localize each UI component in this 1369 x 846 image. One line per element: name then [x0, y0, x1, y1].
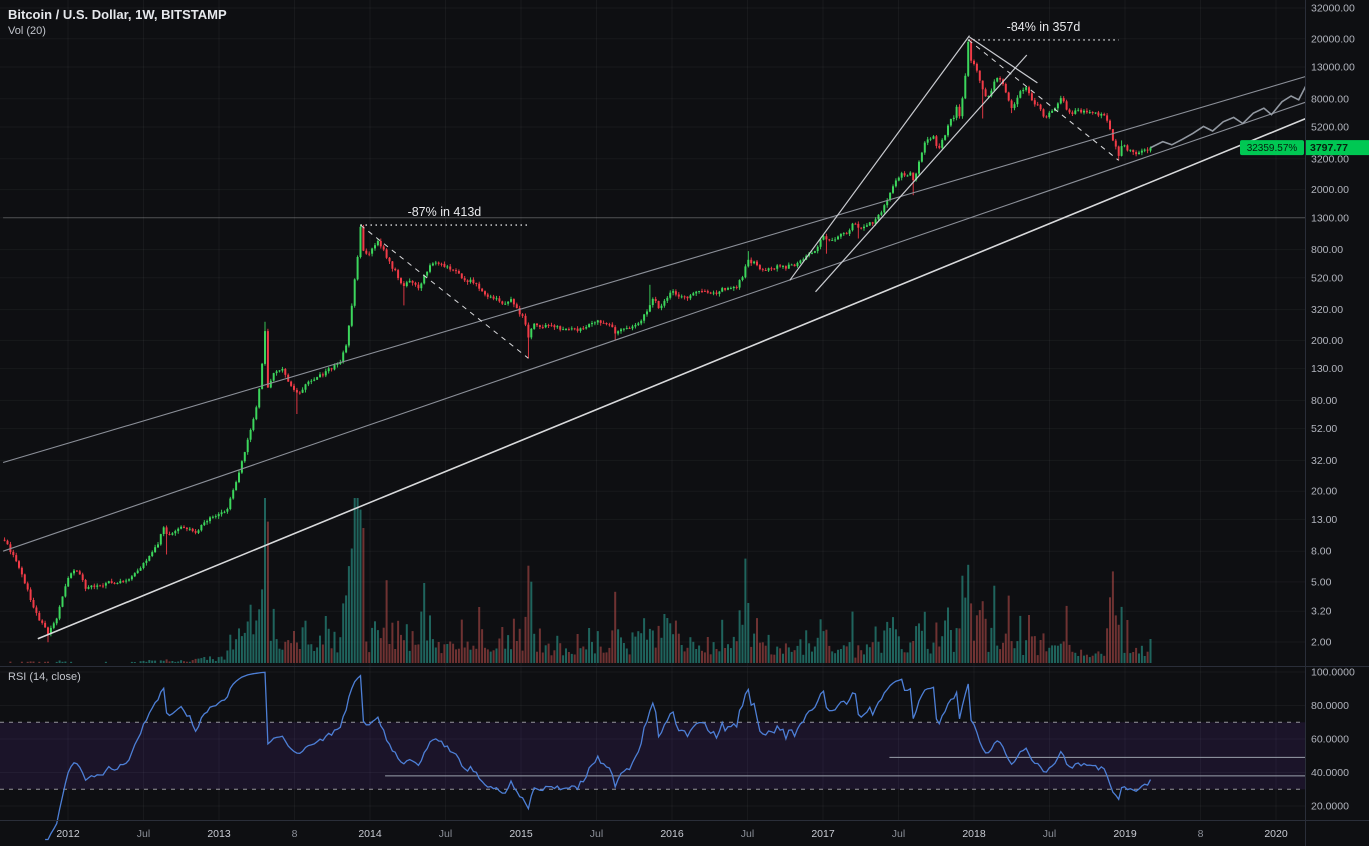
percent-badge	[1240, 140, 1304, 156]
price-tick-label: 32.00	[1311, 455, 1337, 467]
time-tick-label: 2016	[660, 828, 684, 840]
price-tick-label: 13.00	[1311, 514, 1337, 526]
price-tick-label: 520.00	[1311, 272, 1343, 284]
price-tick-label: 1300.00	[1311, 212, 1349, 224]
price-tick-label: 13000.00	[1311, 62, 1355, 74]
rsi-tick-label: 100.0000	[1311, 667, 1355, 679]
rsi-line	[45, 671, 1152, 841]
price-tick-label: 5200.00	[1311, 122, 1349, 134]
price-tick-label: 800.00	[1311, 244, 1343, 256]
parabolic-support-2	[815, 54, 1028, 293]
price-tick-label: 3.20	[1311, 606, 1332, 618]
price-tick-label: 2.00	[1311, 637, 1332, 649]
rsi-indicator-label[interactable]: RSI (14, close)	[8, 671, 81, 683]
time-tick-label: Jul	[1043, 828, 1056, 840]
price-tick-label: 8000.00	[1311, 93, 1349, 105]
annotations: -87% in 413d -84% in 357d	[360, 20, 1120, 359]
channel-lower-white	[37, 117, 1305, 640]
rsi-tick-label: 40.0000	[1311, 767, 1349, 779]
price-tick-label: 5.00	[1311, 576, 1332, 588]
time-tick-label: Jul	[590, 828, 603, 840]
drawdown-label: -84% in 357d	[1007, 20, 1081, 34]
grid	[0, 0, 1305, 820]
time-tick-label: 2019	[1113, 828, 1137, 840]
price-tick-label: 200.00	[1311, 335, 1343, 347]
time-tick-label: 2017	[811, 828, 835, 840]
time-tick-label: 2015	[509, 828, 533, 840]
rsi-tick-label: 60.0000	[1311, 734, 1349, 746]
last-price-badge-text: 3797.77	[1310, 142, 1348, 154]
price-tick-label: 52.00	[1311, 423, 1337, 435]
volume-series	[9, 498, 1152, 663]
price-tick-label: 3200.00	[1311, 153, 1349, 165]
price-tick-label: 32000.00	[1311, 3, 1355, 15]
parabolic-support-1	[789, 35, 970, 281]
time-axis[interactable]	[0, 820, 1369, 846]
time-tick-label: 2014	[358, 828, 382, 840]
price-tick-label: 320.00	[1311, 304, 1343, 316]
channel-upper-gray	[2, 76, 1305, 464]
percent-badge-text: 32359.57%	[1247, 143, 1298, 154]
main-chart-pane[interactable]	[0, 0, 1305, 666]
rsi-indicator	[0, 671, 1305, 841]
time-tick-label: Jul	[137, 828, 150, 840]
price-axis[interactable]	[1305, 0, 1369, 820]
rsi-tick-label: 20.0000	[1311, 801, 1349, 813]
time-tick-label: Jul	[741, 828, 754, 840]
price-tick-label: 80.00	[1311, 395, 1337, 407]
projection-line	[1150, 85, 1305, 149]
peak-downtrend	[969, 36, 1038, 84]
rsi-pane-area[interactable]	[0, 666, 1305, 820]
time-tick-label: 8	[292, 828, 298, 840]
price-tick-label: 20000.00	[1311, 33, 1355, 45]
time-tick-label: Jul	[439, 828, 452, 840]
time-tick-label: 2020	[1264, 828, 1288, 840]
symbol-title[interactable]: Bitcoin / U.S. Dollar, 1W, BITSTAMP	[8, 7, 227, 22]
last-price-badge	[1306, 140, 1369, 156]
time-tick-label: 2013	[207, 828, 231, 840]
volume-indicator-label[interactable]: Vol (20)	[8, 25, 46, 37]
time-tick-label: 2012	[56, 828, 80, 840]
price-tick-label: 2000.00	[1311, 184, 1349, 196]
time-tick-label: Jul	[892, 828, 905, 840]
rsi-tick-label: 80.0000	[1311, 700, 1349, 712]
price-tick-label: 20.00	[1311, 486, 1337, 498]
drawdown-label: -87% in 413d	[408, 205, 482, 219]
channel-mid-gray	[2, 101, 1305, 552]
time-tick-label: 2018	[962, 828, 986, 840]
price-tick-label: 130.00	[1311, 363, 1343, 375]
price-tick-label: 8.00	[1311, 546, 1332, 558]
candle-series	[3, 39, 1152, 643]
trendlines	[2, 35, 1305, 640]
time-tick-label: 8	[1198, 828, 1204, 840]
